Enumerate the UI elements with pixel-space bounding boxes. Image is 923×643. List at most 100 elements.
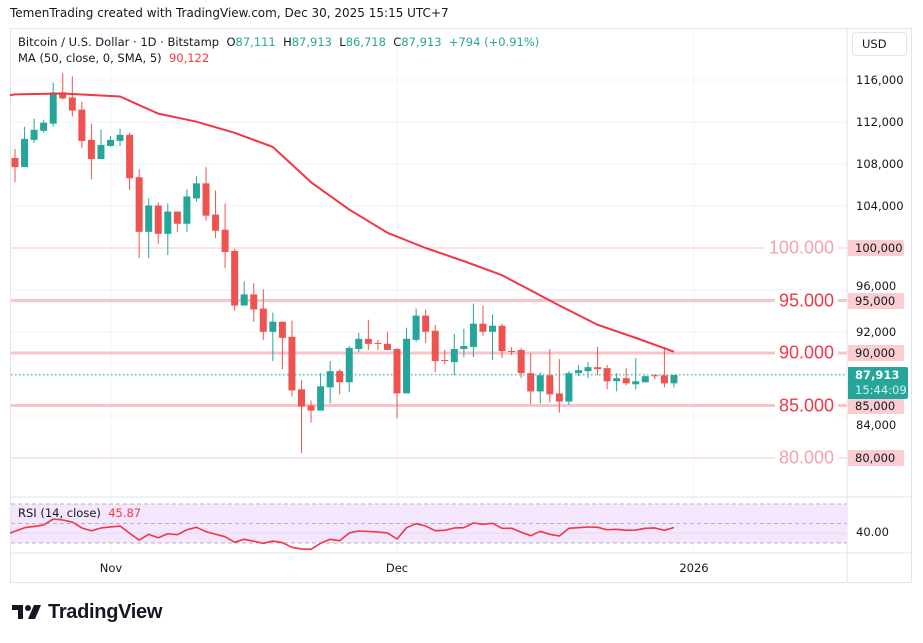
time-label-dec: Dec: [385, 561, 409, 575]
candle: [584, 362, 592, 379]
rsi-legend[interactable]: RSI (14, close) 45.87: [18, 506, 141, 520]
level-price-tag: 95,000: [848, 292, 904, 309]
candle-body: [469, 323, 477, 347]
candle: [450, 333, 458, 376]
candle-body: [221, 229, 229, 252]
candle: [498, 323, 506, 359]
candle: [259, 289, 267, 340]
ma-value: 90,122: [168, 51, 210, 65]
candle: [546, 349, 554, 403]
candle: [202, 167, 210, 221]
candle: [441, 349, 449, 365]
candle: [40, 119, 48, 133]
candle-body: [527, 373, 535, 392]
ma-line: [9, 92, 675, 353]
rsi-line: [9, 518, 675, 551]
price-axis-label: 104,000: [856, 199, 904, 213]
candle: [355, 332, 363, 352]
ma-legend[interactable]: MA (50, close, 0, SMA, 5) 90,122: [18, 51, 209, 65]
price-axis-label: 116,000: [856, 73, 904, 87]
candle: [11, 148, 19, 183]
candle-body: [574, 370, 582, 374]
candle: [460, 328, 468, 357]
candle-body: [202, 183, 210, 216]
candle-body: [393, 349, 401, 394]
ma-label: MA (50, close, 0, SMA, 5): [18, 51, 162, 65]
price-axis-label: 112,000: [856, 115, 904, 129]
candle-body: [479, 323, 487, 332]
level-label: 90.000: [774, 342, 838, 364]
price-axis-label: 84,000: [856, 418, 897, 432]
candle-body: [288, 336, 296, 391]
candle-body: [326, 371, 334, 388]
candle: [345, 345, 353, 393]
chart-credit: TemenTrading created with TradingView.co…: [10, 6, 449, 20]
candle-body: [135, 177, 143, 232]
level-price-tag: 100,000: [848, 240, 904, 256]
candle-body: [145, 205, 153, 232]
candle-body: [259, 308, 267, 332]
rsi-axis-label: 40.00: [856, 525, 889, 539]
candle-body: [154, 205, 162, 234]
candle: [164, 203, 172, 256]
change-value: +794 (+0.91%): [448, 35, 540, 49]
candle-body: [546, 375, 554, 395]
candle: [517, 347, 525, 379]
candle-body: [164, 211, 172, 234]
candle-body: [336, 371, 344, 383]
currency-button[interactable]: USD: [852, 32, 907, 56]
candle-body: [422, 315, 430, 332]
high-value: 87,913: [291, 35, 332, 49]
candle: [469, 303, 477, 357]
candle-body: [116, 134, 124, 141]
candle-body: [317, 386, 325, 411]
candle: [489, 314, 496, 361]
candle: [383, 331, 391, 350]
candle-body: [307, 405, 315, 411]
candle: [412, 308, 420, 342]
candle: [97, 129, 105, 160]
candle: [116, 128, 124, 146]
candle: [212, 190, 220, 238]
bar-countdown: 15:44:09: [855, 383, 907, 397]
tradingview-logo[interactable]: TradingView: [12, 600, 162, 624]
candle: [555, 359, 563, 413]
candle-body: [517, 349, 525, 374]
candle-body: [651, 375, 659, 377]
candle-body: [508, 351, 516, 353]
candle: [87, 123, 95, 180]
candle-body: [364, 338, 372, 344]
candle-body: [374, 342, 382, 344]
candle-body: [345, 347, 353, 383]
candle: [49, 82, 57, 127]
candle-body: [383, 343, 391, 350]
rsi-value: 45.87: [108, 506, 142, 520]
candle-body: [126, 134, 134, 179]
candle-body: [78, 109, 86, 141]
candle: [240, 281, 248, 306]
candle: [317, 373, 325, 411]
close-label: C: [393, 35, 402, 49]
candle-body: [403, 338, 411, 394]
candle-body: [498, 325, 506, 352]
candle: [126, 132, 134, 191]
candle-body: [641, 376, 649, 383]
candle-body: [565, 373, 573, 402]
candle: [632, 358, 640, 390]
candle: [107, 135, 114, 147]
current-price: 87,913: [855, 368, 900, 382]
candle-body: [68, 97, 76, 111]
low-label: L: [339, 35, 346, 49]
candle-body: [298, 389, 305, 407]
symbol-legend[interactable]: Bitcoin / U.S. Dollar · 1D · Bitstamp O8…: [18, 35, 539, 49]
candle-body: [489, 325, 496, 332]
open-value: 87,111: [235, 35, 276, 49]
candle: [59, 73, 67, 100]
logo-text: TradingView: [48, 600, 163, 623]
candle: [479, 305, 487, 336]
level-price-tag: 80,000: [848, 450, 904, 466]
candle-body: [87, 139, 95, 160]
candle-body: [450, 349, 458, 363]
candle: [30, 118, 38, 143]
